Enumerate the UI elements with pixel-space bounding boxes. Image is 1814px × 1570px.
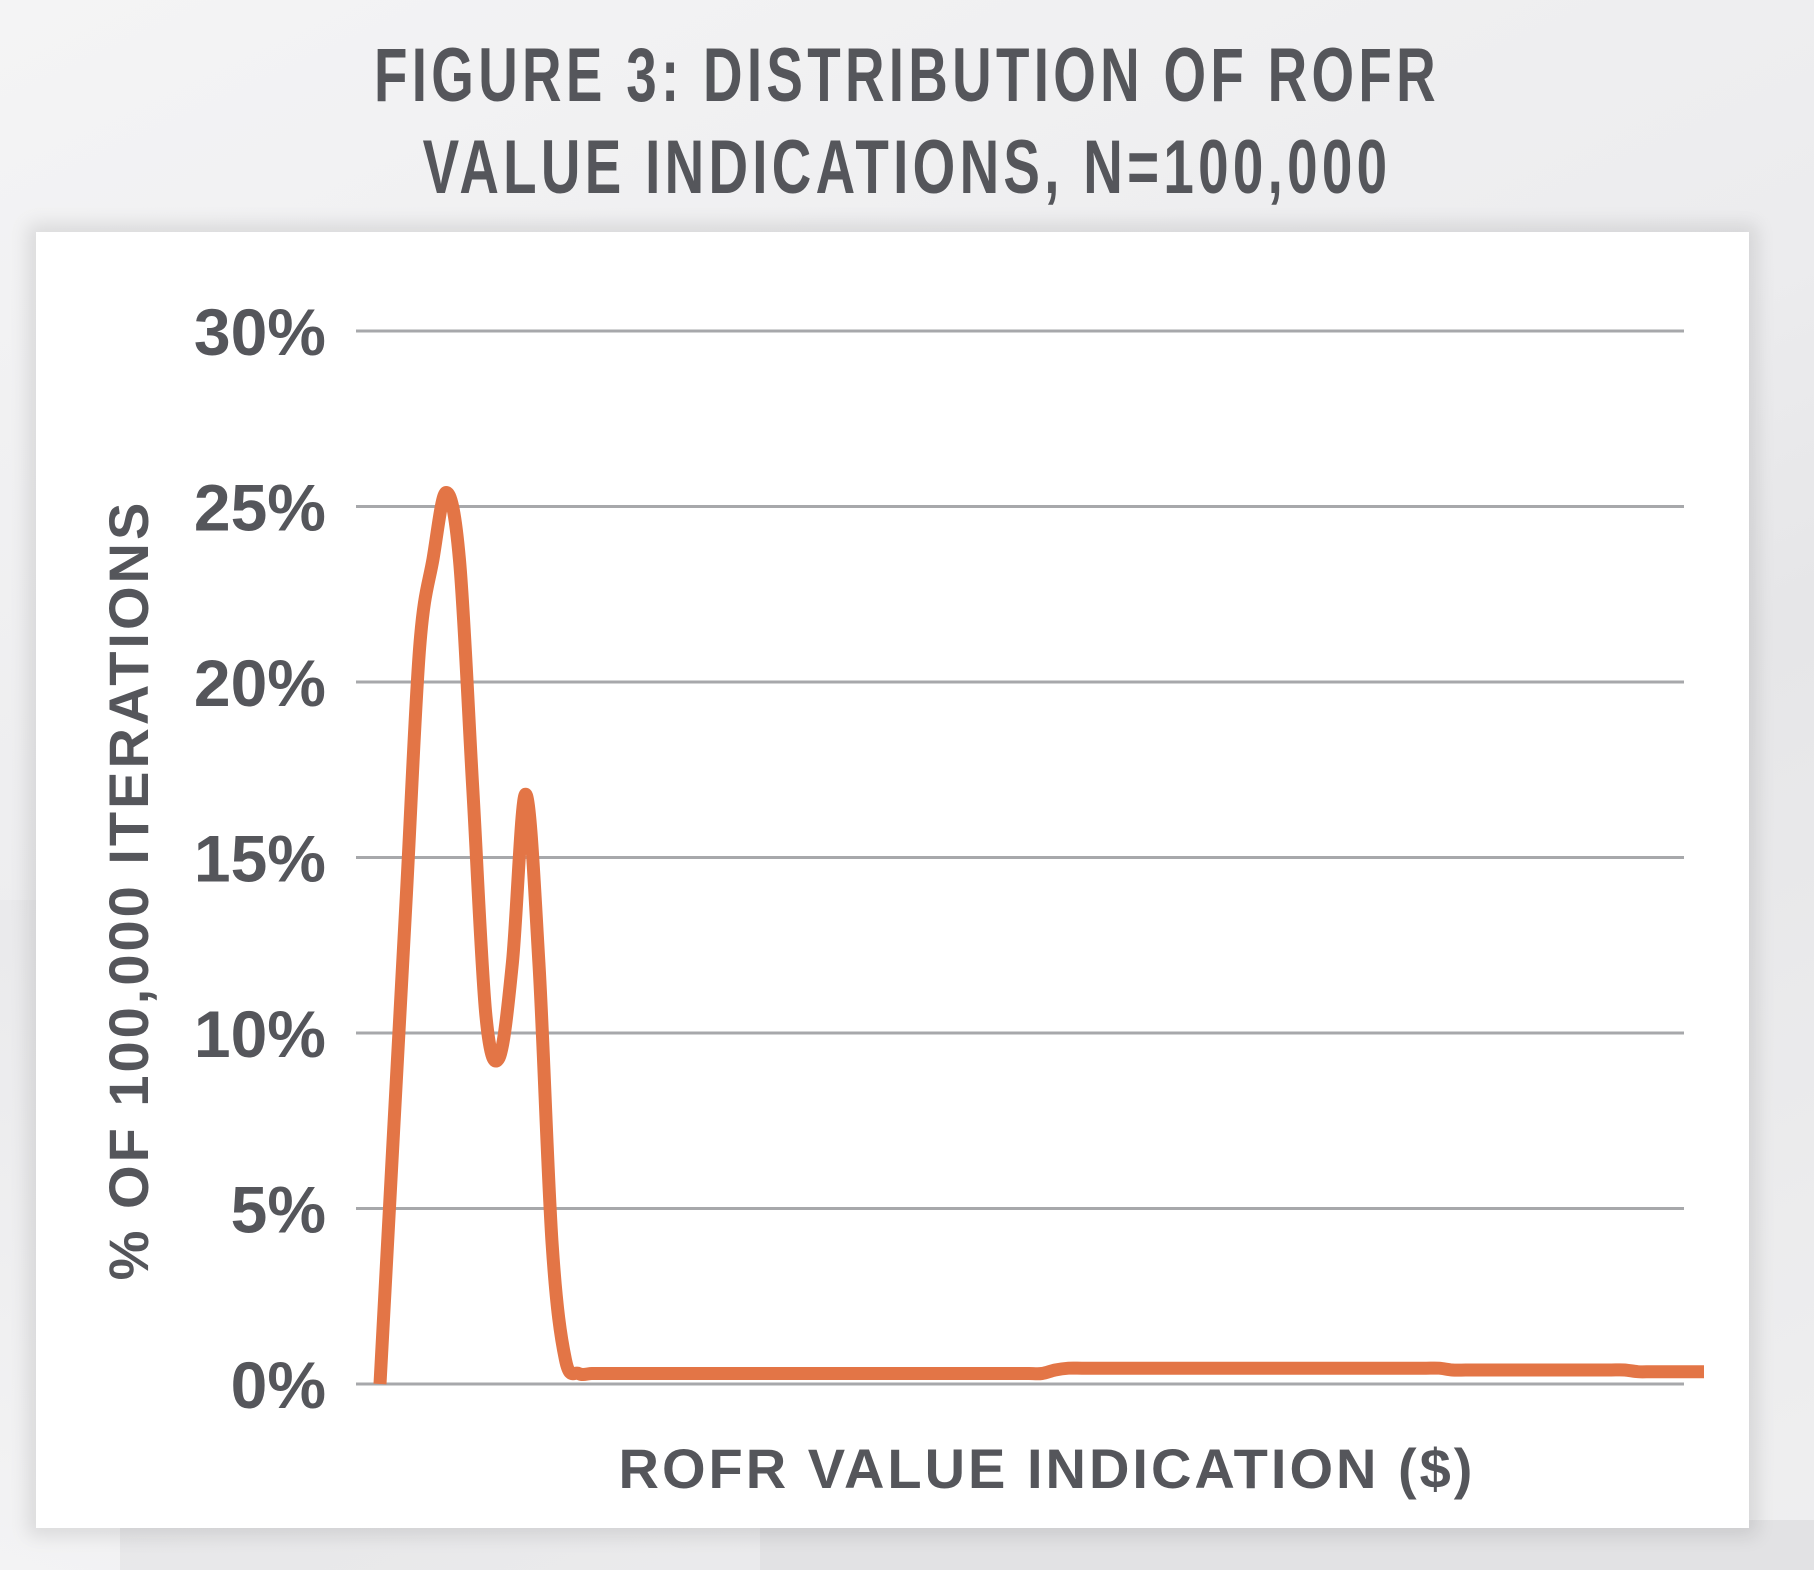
gridlines [356, 329, 1684, 1386]
series-line-0 [373, 486, 1704, 1385]
x-axis-label: ROFR VALUE INDICATION ($) [619, 1437, 1476, 1500]
chart-panel [36, 232, 1749, 1528]
y-tick-label: 20% [194, 646, 326, 720]
y-tick-label: 15% [194, 822, 326, 896]
background-shape-bottom [760, 1520, 1814, 1570]
y-tick-label: 0% [231, 1348, 326, 1422]
figure-title-line-2: VALUE INDICATIONS, N=100,000 [422, 125, 1392, 210]
figure-title: FIGURE 3: DISTRIBUTION OF ROFR VALUE IND… [254, 30, 1560, 214]
figure-title-line-1: FIGURE 3: DISTRIBUTION OF ROFR [374, 33, 1440, 118]
y-axis-tick-labels: 0% 5% 10% 15% 20% 25% 30% [194, 295, 326, 1422]
y-axis-label: % OF 100,000 ITERATIONS [97, 500, 160, 1281]
y-tick-label: 30% [194, 295, 326, 369]
y-tick-label: 10% [194, 997, 326, 1071]
y-tick-label: 25% [194, 471, 326, 545]
y-tick-label: 5% [231, 1173, 326, 1247]
series-layer [373, 486, 1704, 1385]
